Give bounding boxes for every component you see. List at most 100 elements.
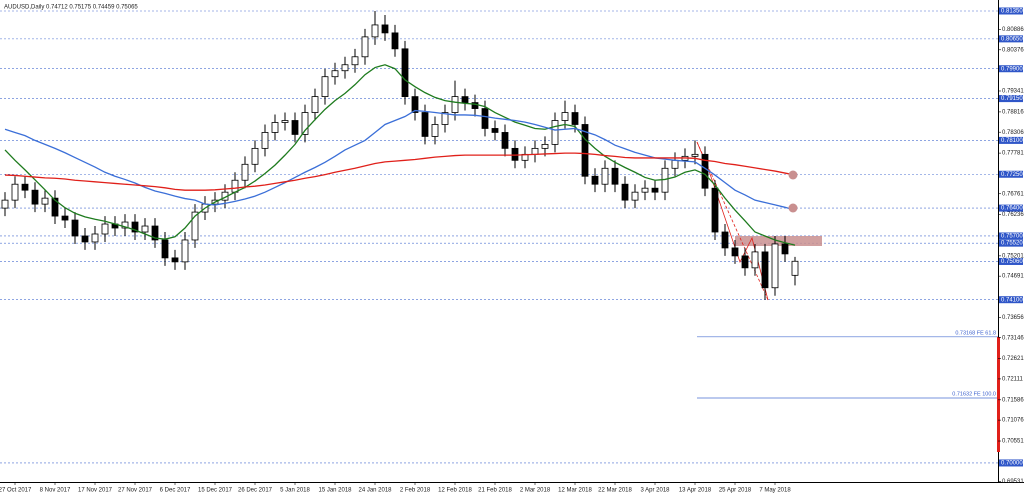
candle-body xyxy=(241,163,249,181)
candle-body xyxy=(21,183,29,191)
candle-body xyxy=(151,225,159,241)
x-tick-label: 27 Oct 2017 xyxy=(0,488,32,494)
candle-body xyxy=(561,112,569,121)
x-tick-label: 21 Feb 2018 xyxy=(478,488,512,494)
candle-body xyxy=(531,147,539,155)
candle-body xyxy=(711,187,719,233)
candle-body xyxy=(411,96,419,113)
y-tick-label: 0.80376 xyxy=(1002,47,1024,53)
projection-line xyxy=(696,141,769,301)
candle-body xyxy=(51,197,59,217)
level-label-box xyxy=(999,35,1023,43)
candle-body xyxy=(271,122,279,133)
x-tick-label: 5 Jan 2018 xyxy=(280,488,310,494)
candle-body xyxy=(481,108,489,129)
candle-body xyxy=(171,257,179,263)
level-label: 0.78100 xyxy=(1001,138,1023,144)
chart-title: AUDUSD,Daily 0.74712 0.75175 0.74459 0.7… xyxy=(4,5,138,11)
level-label: 0.77250 xyxy=(1001,172,1023,178)
candle-body xyxy=(81,235,89,243)
y-tick-label: 0.76761 xyxy=(1002,191,1024,197)
y-tick-label: 0.76236 xyxy=(1002,212,1024,218)
candle-body xyxy=(1,199,9,209)
x-tick-label: 8 Nov 2017 xyxy=(40,488,71,494)
candle-body xyxy=(571,112,579,125)
ma-marker xyxy=(788,203,798,213)
candle-body xyxy=(671,159,679,169)
candle-body xyxy=(541,143,549,149)
candle-body xyxy=(311,96,319,113)
candle-body xyxy=(451,96,459,113)
candle-body xyxy=(591,175,599,185)
x-tick-label: 15 Jan 2018 xyxy=(318,488,352,494)
ma-layer xyxy=(4,64,796,246)
level-label: 0.75520 xyxy=(1001,241,1023,247)
candle-body xyxy=(491,128,499,133)
candle-body xyxy=(581,124,589,177)
y-tick-label: 0.72111 xyxy=(1002,376,1023,382)
x-tick-label: 25 Apr 2018 xyxy=(719,488,752,494)
candle-body xyxy=(301,112,309,135)
candle-body xyxy=(501,132,509,149)
x-tick-label: 13 Apr 2018 xyxy=(679,488,712,494)
candle-body xyxy=(121,221,129,229)
level-label: 0.79150 xyxy=(1001,96,1023,102)
candle-body xyxy=(331,70,339,78)
candle-body xyxy=(751,251,759,269)
candle-body xyxy=(691,153,699,157)
x-tick-label: 2 Feb 2018 xyxy=(400,488,431,494)
candle-body xyxy=(721,231,729,249)
y-tick-label: 0.79341 xyxy=(1002,89,1024,95)
y-tick-label: 0.71076 xyxy=(1002,418,1024,424)
axis-layer: 0.80886 0.80376 0.79341 0.78816 0.78306 0.777… xyxy=(0,7,1024,494)
x-tick-label: 17 Nov 2017 xyxy=(78,488,113,494)
candle-body xyxy=(391,32,399,50)
candle-body xyxy=(191,211,199,241)
x-tick-label: 26 Dec 2017 xyxy=(238,488,273,494)
candle-body xyxy=(461,96,469,103)
x-tick-label: 22 Mar 2018 xyxy=(598,488,632,494)
candle-body xyxy=(351,56,359,66)
candle-body xyxy=(341,64,349,72)
level-label-box xyxy=(999,239,1023,247)
moving-average xyxy=(4,152,796,191)
level-label: 0.70000 xyxy=(1001,461,1023,467)
candle-body xyxy=(731,247,739,257)
candle-body xyxy=(181,239,189,263)
candle-body xyxy=(741,255,749,269)
moving-average xyxy=(4,109,796,211)
candle-body xyxy=(641,187,649,193)
candle-body xyxy=(231,179,239,193)
candle-body xyxy=(551,120,559,145)
candle-body xyxy=(761,251,769,289)
x-tick-label: 27 Nov 2017 xyxy=(118,488,153,494)
level-label-box xyxy=(999,459,1023,467)
candle-body xyxy=(611,167,619,185)
fib-label: 0.71632 FE 100.0 xyxy=(952,391,996,397)
candle-body xyxy=(11,183,19,201)
candle-body xyxy=(791,260,799,276)
y-tick-label: 0.71586 xyxy=(1002,397,1024,403)
candle-body xyxy=(71,219,79,237)
level-label-box xyxy=(999,170,1023,178)
candle-body xyxy=(441,112,449,125)
level-label-box xyxy=(999,296,1023,304)
candle-body xyxy=(161,239,169,259)
y-tick-label: 0.75201 xyxy=(1002,253,1024,259)
candle-layer xyxy=(1,10,799,300)
y-tick-label: 0.70551 xyxy=(1002,439,1024,445)
fib-label: 0.73168 FE 61.8 xyxy=(955,330,996,336)
x-tick-label: 6 Dec 2017 xyxy=(160,488,191,494)
candle-body xyxy=(371,24,379,38)
candle-body xyxy=(281,120,289,123)
y-tick-label: 0.78306 xyxy=(1002,130,1024,136)
moving-average xyxy=(4,64,796,246)
candle-body xyxy=(131,221,139,233)
candle-body xyxy=(101,223,109,235)
candle-body xyxy=(701,153,709,189)
ma-marker xyxy=(788,170,798,180)
level-label-box xyxy=(999,65,1023,73)
level-label-box xyxy=(999,232,1023,240)
x-tick-label: 3 Apr 2018 xyxy=(640,488,670,494)
